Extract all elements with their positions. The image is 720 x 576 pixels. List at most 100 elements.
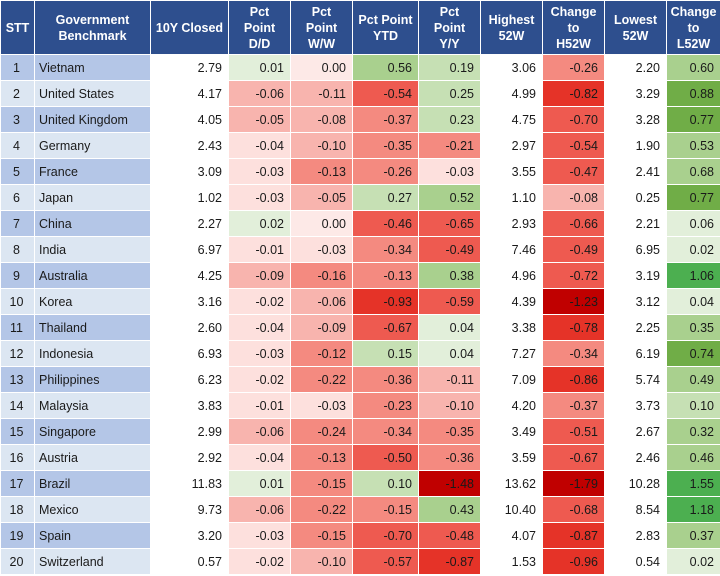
cell-pct-dd: -0.05 bbox=[228, 106, 291, 133]
cell-change-l52w: 0.06 bbox=[666, 210, 720, 237]
cell-pct-ww: -0.05 bbox=[290, 184, 353, 211]
table-row: 8 India 6.97 -0.01 -0.03 -0.34 -0.49 7.46 -0.49 6… bbox=[0, 236, 720, 263]
cell-change-l52w: 0.74 bbox=[666, 340, 720, 367]
cell-pct-yy: -0.87 bbox=[418, 548, 481, 575]
cell-lowest-52w: 6.19 bbox=[604, 340, 667, 367]
table-row: 10 Korea 3.16 -0.02 -0.06 -0.93 -0.59 4.39 -1.23… bbox=[0, 288, 720, 315]
cell-change-h52w: -0.87 bbox=[542, 522, 605, 549]
cell-benchmark: United Kingdom bbox=[34, 106, 151, 133]
cell-change-h52w: -0.67 bbox=[542, 444, 605, 471]
cell-10y-closed: 11.83 bbox=[150, 470, 229, 497]
cell-pct-yy: 0.04 bbox=[418, 314, 481, 341]
cell-change-l52w: 0.77 bbox=[666, 106, 720, 133]
cell-stt: 11 bbox=[0, 314, 35, 341]
cell-lowest-52w: 3.29 bbox=[604, 80, 667, 107]
table-row: 3 United Kingdom 4.05 -0.05 -0.08 -0.37 0.23 4.… bbox=[0, 106, 720, 133]
cell-highest-52w: 1.10 bbox=[480, 184, 543, 211]
cell-stt: 4 bbox=[0, 132, 35, 159]
cell-pct-ytd: -0.70 bbox=[352, 522, 419, 549]
cell-pct-ww: -0.15 bbox=[290, 470, 353, 497]
cell-stt: 13 bbox=[0, 366, 35, 393]
header-lowest-52w: Lowest 52W bbox=[604, 0, 667, 55]
cell-pct-ww: 0.00 bbox=[290, 210, 353, 237]
cell-change-h52w: -0.51 bbox=[542, 418, 605, 445]
cell-pct-ytd: -0.34 bbox=[352, 236, 419, 263]
cell-change-h52w: -0.54 bbox=[542, 132, 605, 159]
cell-pct-dd: -0.04 bbox=[228, 132, 291, 159]
cell-change-h52w: -1.23 bbox=[542, 288, 605, 315]
cell-change-h52w: -1.79 bbox=[542, 470, 605, 497]
cell-highest-52w: 4.99 bbox=[480, 80, 543, 107]
cell-lowest-52w: 8.54 bbox=[604, 496, 667, 523]
table-row: 1 Vietnam 2.79 0.01 0.00 0.56 0.19 3.06 -0.26 2.2… bbox=[0, 54, 720, 81]
cell-pct-ytd: -0.93 bbox=[352, 288, 419, 315]
cell-pct-ytd: 0.15 bbox=[352, 340, 419, 367]
cell-highest-52w: 3.38 bbox=[480, 314, 543, 341]
cell-pct-yy: 0.38 bbox=[418, 262, 481, 289]
header-benchmark: Government Benchmark bbox=[34, 0, 151, 55]
cell-10y-closed: 4.17 bbox=[150, 80, 229, 107]
cell-pct-ytd: 0.56 bbox=[352, 54, 419, 81]
cell-stt: 7 bbox=[0, 210, 35, 237]
cell-change-l52w: 0.04 bbox=[666, 288, 720, 315]
cell-change-l52w: 0.02 bbox=[666, 236, 720, 263]
cell-benchmark: Switzerland bbox=[34, 548, 151, 575]
table-row: 14 Malaysia 3.83 -0.01 -0.03 -0.23 -0.10 4.20 -0… bbox=[0, 392, 720, 419]
cell-lowest-52w: 3.19 bbox=[604, 262, 667, 289]
cell-pct-dd: -0.06 bbox=[228, 496, 291, 523]
cell-change-l52w: 1.06 bbox=[666, 262, 720, 289]
cell-10y-closed: 0.57 bbox=[150, 548, 229, 575]
cell-pct-ww: -0.24 bbox=[290, 418, 353, 445]
cell-10y-closed: 2.43 bbox=[150, 132, 229, 159]
cell-stt: 6 bbox=[0, 184, 35, 211]
cell-pct-ww: -0.22 bbox=[290, 496, 353, 523]
cell-highest-52w: 7.27 bbox=[480, 340, 543, 367]
table-row: 7 China 2.27 0.02 0.00 -0.46 -0.65 2.93 -0.66 2.2… bbox=[0, 210, 720, 237]
header-highest-52w: Highest 52W bbox=[480, 0, 543, 55]
cell-pct-yy: -1.48 bbox=[418, 470, 481, 497]
cell-pct-ytd: -0.57 bbox=[352, 548, 419, 575]
cell-change-h52w: -0.68 bbox=[542, 496, 605, 523]
cell-change-h52w: -0.26 bbox=[542, 54, 605, 81]
table-header: STT Government Benchmark 10Y Closed Pct … bbox=[0, 0, 720, 55]
cell-benchmark: Korea bbox=[34, 288, 151, 315]
cell-10y-closed: 2.99 bbox=[150, 418, 229, 445]
header-pct-dd: Pct Point D/D bbox=[228, 0, 291, 55]
cell-benchmark: India bbox=[34, 236, 151, 263]
cell-lowest-52w: 2.20 bbox=[604, 54, 667, 81]
cell-lowest-52w: 2.41 bbox=[604, 158, 667, 185]
cell-change-l52w: 0.77 bbox=[666, 184, 720, 211]
cell-stt: 9 bbox=[0, 262, 35, 289]
table-row: 16 Austria 2.92 -0.04 -0.13 -0.50 -0.36 3.59 -0.… bbox=[0, 444, 720, 471]
cell-pct-ytd: -0.36 bbox=[352, 366, 419, 393]
table-row: 13 Philippines 6.23 -0.02 -0.22 -0.36 -0.11 7.0… bbox=[0, 366, 720, 393]
cell-pct-yy: -0.10 bbox=[418, 392, 481, 419]
cell-highest-52w: 7.46 bbox=[480, 236, 543, 263]
cell-pct-dd: -0.04 bbox=[228, 444, 291, 471]
cell-lowest-52w: 2.46 bbox=[604, 444, 667, 471]
table-row: 18 Mexico 9.73 -0.06 -0.22 -0.15 0.43 10.40 -0.6… bbox=[0, 496, 720, 523]
cell-pct-dd: 0.01 bbox=[228, 54, 291, 81]
cell-pct-ytd: -0.13 bbox=[352, 262, 419, 289]
cell-pct-ytd: -0.15 bbox=[352, 496, 419, 523]
cell-stt: 8 bbox=[0, 236, 35, 263]
table-row: 2 United States 4.17 -0.06 -0.11 -0.54 0.25 4.9… bbox=[0, 80, 720, 107]
table-row: 5 France 3.09 -0.03 -0.13 -0.26 -0.03 3.55 -0.47… bbox=[0, 158, 720, 185]
cell-change-l52w: 0.60 bbox=[666, 54, 720, 81]
cell-change-l52w: 0.88 bbox=[666, 80, 720, 107]
cell-10y-closed: 4.05 bbox=[150, 106, 229, 133]
cell-10y-closed: 2.60 bbox=[150, 314, 229, 341]
cell-lowest-52w: 3.73 bbox=[604, 392, 667, 419]
cell-lowest-52w: 10.28 bbox=[604, 470, 667, 497]
cell-change-h52w: -0.82 bbox=[542, 80, 605, 107]
cell-pct-yy: -0.11 bbox=[418, 366, 481, 393]
cell-highest-52w: 4.75 bbox=[480, 106, 543, 133]
header-row: STT Government Benchmark 10Y Closed Pct … bbox=[0, 0, 720, 55]
cell-pct-ww: -0.09 bbox=[290, 314, 353, 341]
cell-benchmark: Mexico bbox=[34, 496, 151, 523]
cell-10y-closed: 2.79 bbox=[150, 54, 229, 81]
cell-change-h52w: -0.08 bbox=[542, 184, 605, 211]
cell-lowest-52w: 3.28 bbox=[604, 106, 667, 133]
cell-benchmark: Thailand bbox=[34, 314, 151, 341]
cell-pct-dd: -0.09 bbox=[228, 262, 291, 289]
